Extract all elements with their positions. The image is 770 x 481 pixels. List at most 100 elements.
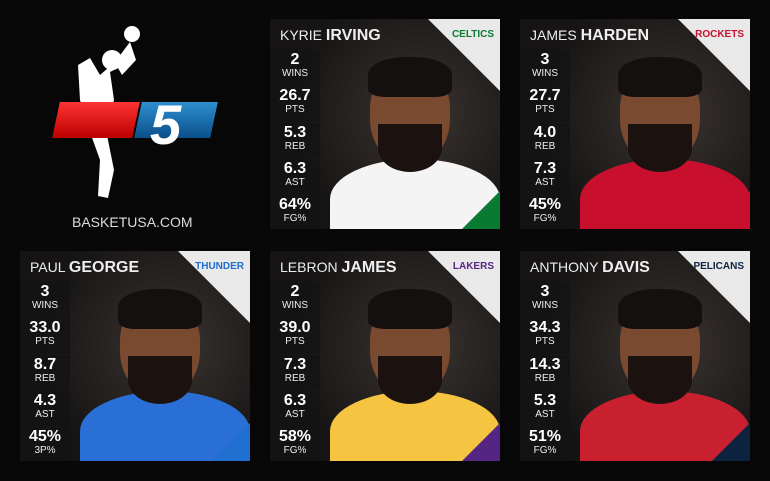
stat-box: 34.3 PTS [520, 318, 570, 354]
player-card: ANTHONY DAVIS PELICANS 3 WINS 34.3 PTS 14.3 R… [520, 251, 750, 461]
stat-box: 3 WINS [20, 282, 70, 318]
stat-box: 6.3 AST [270, 158, 320, 195]
stat-label: WINS [281, 300, 309, 311]
stat-value: 26.7 [279, 87, 311, 105]
player-name: PAUL GEORGE [30, 259, 139, 277]
stat-label: PTS [35, 336, 55, 348]
stat-value: 6.3 [283, 391, 307, 409]
stats-column: 2 WINS 26.7 PTS 5.3 REB 6.3 AST 64% FG% [270, 50, 320, 229]
stat-value: 2 [290, 51, 300, 68]
stat-label: PTS [535, 336, 555, 348]
stat-box: 2 WINS [270, 50, 320, 86]
basketusa-logo: 5 BASKETUSA.COM [50, 20, 230, 235]
last-name: HARDEN [580, 27, 650, 44]
stat-box: 6.3 AST [270, 390, 320, 427]
player-photo [570, 271, 750, 461]
stat-box: 5.3 REB [270, 122, 320, 159]
stat-label: FG% [533, 213, 557, 225]
player-photo [320, 271, 500, 461]
team-name: LAKERS [452, 261, 494, 272]
stat-label: AST [535, 408, 555, 420]
stat-value: 5.3 [283, 123, 307, 141]
first-name: KYRIE [280, 27, 323, 43]
stat-value: 3 [540, 283, 550, 300]
stat-box: 7.3 REB [270, 354, 320, 391]
stat-value: 6.3 [283, 159, 307, 177]
stat-label: WINS [281, 68, 309, 79]
stat-value: 14.3 [529, 355, 561, 373]
stat-value: 2 [290, 283, 300, 300]
team-name: CELTICS [451, 29, 494, 40]
team-name: ROCKETS [695, 29, 744, 40]
stat-box: 26.7 PTS [270, 86, 320, 122]
stat-value: 58% [278, 428, 312, 446]
stat-value: 45% [28, 428, 62, 446]
stat-value: 3 [40, 283, 50, 300]
player-name: JAMES HARDEN [530, 27, 649, 45]
first-name: PAUL [30, 259, 66, 275]
stat-value: 4.3 [33, 391, 57, 409]
player-name: LEBRON JAMES [280, 259, 397, 277]
stat-label: REB [34, 372, 56, 384]
logo-number: 5 [150, 93, 182, 156]
player-name: KYRIE IRVING [280, 27, 381, 45]
stat-box: 45% FG% [520, 195, 570, 229]
player-name: ANTHONY DAVIS [530, 259, 650, 277]
stat-label: PTS [535, 104, 555, 116]
stat-value: 45% [528, 196, 562, 214]
stat-value: 7.3 [283, 355, 307, 373]
stat-box: 33.0 PTS [20, 318, 70, 354]
player-card: KYRIE IRVING CELTICS 2 WINS 26.7 PTS 5.3 REB 6… [270, 19, 500, 229]
first-name: ANTHONY [530, 259, 599, 275]
stat-box: 3 WINS [520, 50, 570, 86]
team-name: PELICANS [693, 261, 744, 272]
stat-box: 14.3 REB [520, 354, 570, 391]
stat-box: 45% 3P% [20, 427, 70, 461]
stat-label: FG% [283, 213, 307, 225]
stat-box: 5.3 AST [520, 390, 570, 427]
stat-box: 51% FG% [520, 427, 570, 461]
player-photo [570, 39, 750, 229]
stat-label: AST [35, 408, 55, 420]
last-name: GEORGE [68, 259, 140, 276]
team-name: THUNDER [195, 261, 244, 272]
stat-value: 33.0 [29, 319, 61, 337]
stat-label: FG% [283, 445, 307, 457]
stat-box: 3 WINS [520, 282, 570, 318]
stat-value: 34.3 [529, 319, 561, 337]
site-name: BASKETUSA.COM [72, 214, 193, 230]
stats-column: 3 WINS 34.3 PTS 14.3 REB 5.3 AST 51% FG% [520, 282, 570, 461]
first-name: LEBRON [280, 259, 338, 275]
player-card: PAUL GEORGE THUNDER 3 WINS 33.0 PTS 8.7 REB 4.… [20, 251, 250, 461]
stat-value: 39.0 [279, 319, 311, 337]
logo-red-bar [52, 102, 140, 138]
stat-box: 64% FG% [270, 195, 320, 229]
stat-label: WINS [531, 300, 559, 311]
stat-box: 39.0 PTS [270, 318, 320, 354]
stat-label: AST [535, 176, 555, 188]
stats-column: 3 WINS 33.0 PTS 8.7 REB 4.3 AST 45% 3P% [20, 282, 70, 461]
stat-box: 27.7 PTS [520, 86, 570, 122]
stat-label: REB [534, 140, 556, 152]
stat-value: 3 [540, 51, 550, 68]
player-card: LEBRON JAMES LAKERS 2 WINS 39.0 PTS 7.3 REB 6.… [270, 251, 500, 461]
stat-box: 7.3 AST [520, 158, 570, 195]
stat-value: 8.7 [33, 355, 57, 373]
stat-box: 4.0 REB [520, 122, 570, 159]
stats-column: 3 WINS 27.7 PTS 4.0 REB 7.3 AST 45% FG% [520, 50, 570, 229]
stat-label: REB [284, 140, 306, 152]
first-name: JAMES [530, 27, 577, 43]
stat-label: WINS [531, 68, 559, 79]
stat-box: 2 WINS [270, 282, 320, 318]
player-photo [320, 39, 500, 229]
stat-value: 5.3 [533, 391, 557, 409]
stat-label: FG% [533, 445, 557, 457]
last-name: JAMES [341, 259, 397, 276]
stat-label: REB [534, 372, 556, 384]
stat-label: WINS [31, 300, 59, 311]
stat-value: 4.0 [533, 123, 557, 141]
last-name: DAVIS [602, 259, 650, 276]
stat-label: PTS [285, 336, 305, 348]
stat-value: 7.3 [533, 159, 557, 177]
stat-label: AST [285, 408, 305, 420]
